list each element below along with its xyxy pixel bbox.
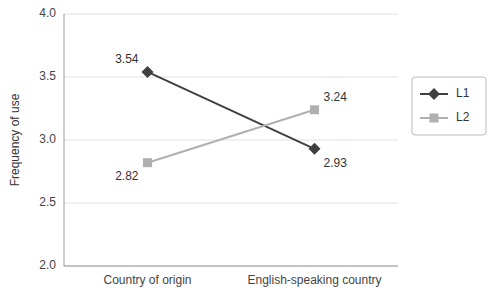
grid-line <box>64 266 398 267</box>
y-tick-label: 2.0 <box>39 258 56 272</box>
chart: 2.0 2.5 3.0 3.5 4.0 Country of origin English-… <box>0 0 500 302</box>
grid-line <box>64 14 398 15</box>
point <box>309 143 321 155</box>
y-tick-label: 2.5 <box>39 195 56 209</box>
y-axis-label: Frequency of use <box>8 93 22 186</box>
grid-line <box>64 140 398 141</box>
y-axis-line <box>64 14 65 266</box>
data-label: 3.54 <box>115 52 139 66</box>
y-tick-label: 3.0 <box>39 132 56 146</box>
data-label: 2.93 <box>324 156 348 170</box>
legend-marker <box>430 114 439 123</box>
point <box>142 66 154 78</box>
plot-area <box>142 66 321 167</box>
series-line <box>148 72 315 149</box>
grid-line <box>64 77 398 78</box>
y-tick-label: 4.0 <box>39 6 56 20</box>
x-tick-label: Country of origin <box>103 273 191 287</box>
data-label: 2.82 <box>115 169 139 183</box>
legend-frame <box>412 77 486 135</box>
point <box>310 105 319 114</box>
y-tick-label: 3.5 <box>39 69 56 83</box>
point <box>143 158 152 167</box>
x-axis-line <box>64 266 398 267</box>
data-label: 3.24 <box>324 90 348 104</box>
series-line <box>148 110 315 163</box>
grid-line <box>64 203 398 204</box>
legend: L1 L2 <box>412 77 486 135</box>
legend-label: L2 <box>456 110 470 124</box>
legend-marker <box>428 88 440 100</box>
x-tick-label: English-speaking country <box>247 273 381 287</box>
legend-label: L1 <box>456 86 470 100</box>
